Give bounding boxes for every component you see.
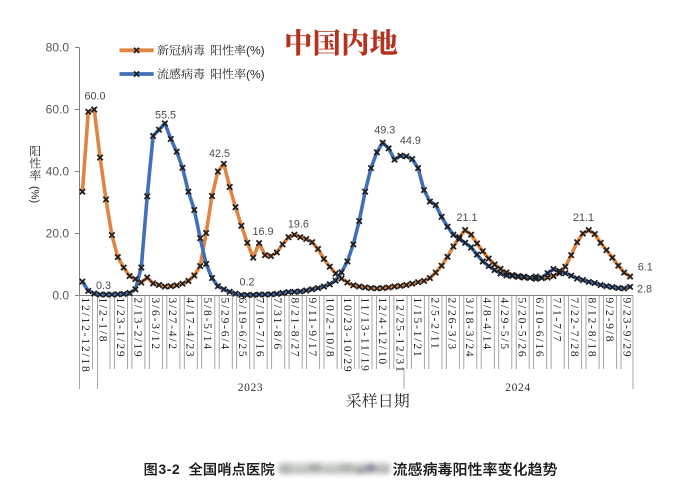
svg-text:19.6: 19.6 <box>288 219 309 231</box>
svg-text:10/23-10/29: 10/23-10/29 <box>341 298 353 374</box>
svg-text:9/2-9/8: 9/2-9/8 <box>603 298 615 344</box>
svg-text:7/1-7/7: 7/1-7/7 <box>551 298 563 344</box>
svg-text:3-2: 3-2 <box>159 462 181 477</box>
svg-text:7/22-7/28: 7/22-7/28 <box>568 298 580 359</box>
svg-text:8/12-8/18: 8/12-8/18 <box>586 298 598 359</box>
svg-text:4/17-4/23: 4/17-4/23 <box>184 298 196 359</box>
svg-text:0.0: 0.0 <box>52 289 69 303</box>
svg-text:11/13-11/19: 11/13-11/19 <box>358 298 370 373</box>
svg-text:5/29-6/4: 5/29-6/4 <box>219 298 231 351</box>
svg-text:55.5: 55.5 <box>155 109 176 121</box>
svg-text:9/23-9/29: 9/23-9/29 <box>620 298 632 359</box>
svg-text:(%): (%) <box>29 186 41 203</box>
svg-text:2024: 2024 <box>505 382 530 394</box>
svg-text:2/5-2/11: 2/5-2/11 <box>428 298 440 351</box>
svg-text:3/18-3/24: 3/18-3/24 <box>463 298 475 359</box>
svg-text:2.8: 2.8 <box>637 284 652 296</box>
svg-text:60.0: 60.0 <box>84 91 105 103</box>
svg-text:12/25-12/31: 12/25-12/31 <box>393 298 405 374</box>
svg-text:2023: 2023 <box>238 382 263 394</box>
svg-text:7/31-8/6: 7/31-8/6 <box>271 298 283 351</box>
svg-text:5/8-5/14: 5/8-5/14 <box>201 298 213 351</box>
svg-text:60.0: 60.0 <box>46 103 70 117</box>
svg-text:1/15-1/21: 1/15-1/21 <box>411 298 423 359</box>
svg-text:1/2-1/8: 1/2-1/8 <box>96 298 108 344</box>
svg-text:7/10-7/16: 7/10-7/16 <box>254 298 266 359</box>
svg-text:21.1: 21.1 <box>456 212 477 224</box>
svg-text:80.0: 80.0 <box>46 41 70 55</box>
svg-text:3/6-3/12: 3/6-3/12 <box>149 298 161 351</box>
svg-text:6/19-6/25: 6/19-6/25 <box>236 298 248 359</box>
svg-text:5/20-5/26: 5/20-5/26 <box>516 298 528 359</box>
svg-text:9/11-9/17: 9/11-9/17 <box>306 298 318 359</box>
svg-text:44.9: 44.9 <box>400 135 421 147</box>
svg-text:42.5: 42.5 <box>209 148 230 160</box>
svg-text:2/13-2/19: 2/13-2/19 <box>131 298 143 359</box>
svg-text:40.0: 40.0 <box>46 165 70 179</box>
svg-text:49.3: 49.3 <box>374 125 395 137</box>
svg-text:4/29-5/5: 4/29-5/5 <box>498 298 510 351</box>
svg-text:2/26-3/3: 2/26-3/3 <box>446 298 458 351</box>
svg-text:12/4-12/10: 12/4-12/10 <box>376 298 388 366</box>
svg-text:6.1: 6.1 <box>638 262 653 274</box>
svg-text:(%): (%) <box>246 67 265 81</box>
svg-text:0.2: 0.2 <box>239 277 254 289</box>
svg-text:4/8-4/14: 4/8-4/14 <box>481 298 493 351</box>
svg-text:21.1: 21.1 <box>573 212 594 224</box>
svg-text:0.3: 0.3 <box>96 280 111 292</box>
svg-text:3/27-4/2: 3/27-4/2 <box>166 298 178 351</box>
svg-text:8/21-8/27: 8/21-8/27 <box>289 298 301 359</box>
svg-text:1/23-1/29: 1/23-1/29 <box>114 298 126 359</box>
svg-text:16.9: 16.9 <box>252 226 273 238</box>
svg-text:12/12-12/18: 12/12-12/18 <box>79 298 91 374</box>
svg-text:20.0: 20.0 <box>46 227 70 241</box>
svg-text:(%): (%) <box>246 44 265 58</box>
svg-text:6/10-6/16: 6/10-6/16 <box>533 298 545 359</box>
svg-text:10/2-10/8: 10/2-10/8 <box>324 298 336 359</box>
